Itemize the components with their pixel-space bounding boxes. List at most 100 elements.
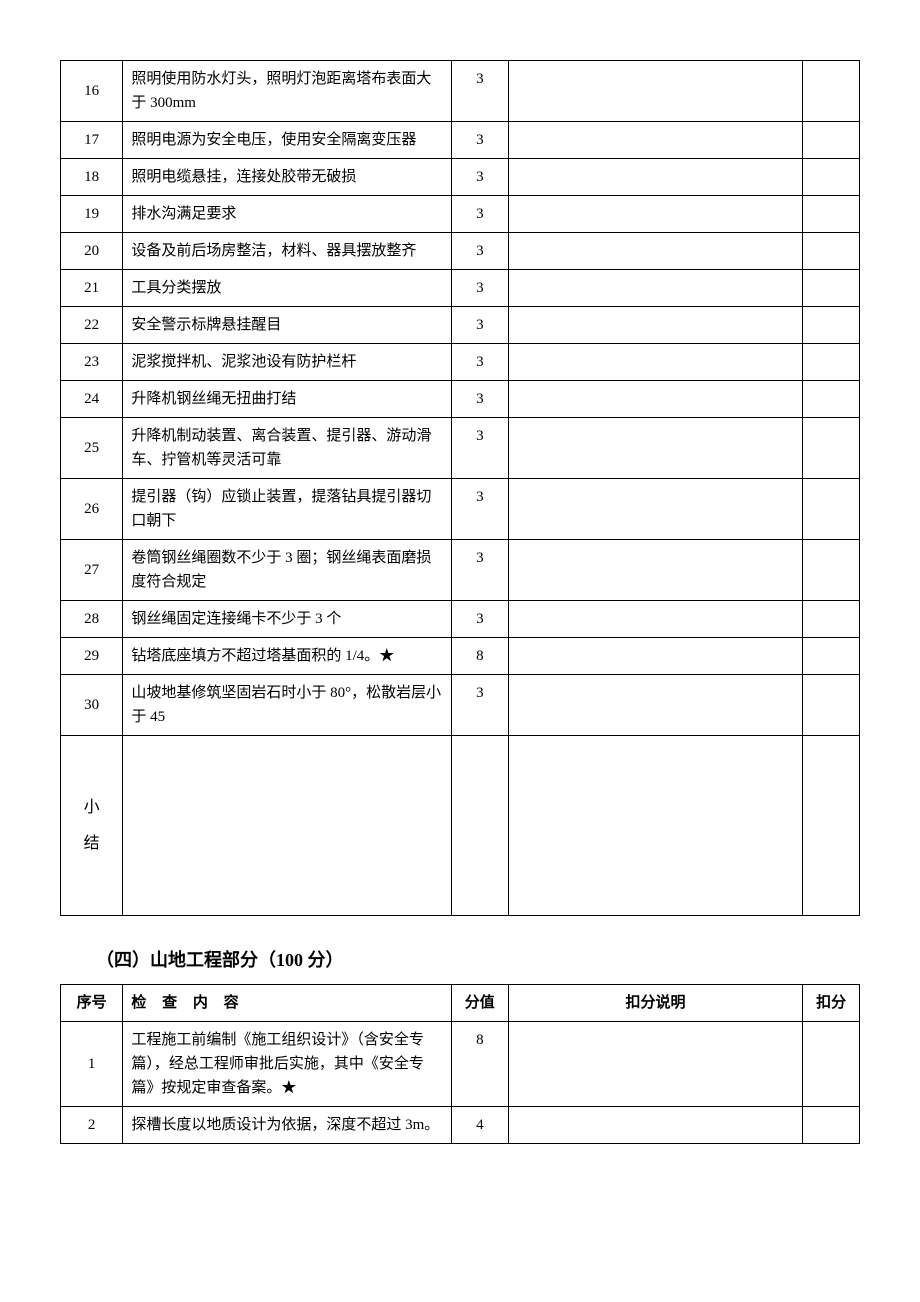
row-content: 钢丝绳固定连接绳卡不少于 3 个 — [123, 601, 452, 638]
row-score: 3 — [451, 540, 508, 601]
row-score: 3 — [451, 675, 508, 736]
row-score: 3 — [451, 233, 508, 270]
row-content: 山坡地基修筑坚固岩石时小于 80°，松散岩层小于 45 — [123, 675, 452, 736]
row-deduct-desc — [508, 381, 803, 418]
checklist-table-2: 序号 检 查 内 容 分值 扣分说明 扣分 1工程施工前编制《施工组织设计》（含… — [60, 984, 860, 1144]
row-num: 2 — [61, 1107, 123, 1144]
row-content: 泥浆搅拌机、泥浆池设有防护栏杆 — [123, 344, 452, 381]
row-content: 安全警示标牌悬挂醒目 — [123, 307, 452, 344]
row-deduct — [803, 1107, 860, 1144]
header-deduct: 扣分 — [803, 985, 860, 1022]
row-deduct — [803, 675, 860, 736]
row-score: 3 — [451, 61, 508, 122]
summary-deduct-desc — [508, 736, 803, 916]
row-num: 30 — [61, 675, 123, 736]
table-row: 17照明电源为安全电压，使用安全隔离变压器3 — [61, 122, 860, 159]
row-num: 1 — [61, 1022, 123, 1107]
row-score: 3 — [451, 307, 508, 344]
row-deduct — [803, 122, 860, 159]
row-deduct — [803, 638, 860, 675]
row-deduct-desc — [508, 1022, 803, 1107]
row-deduct-desc — [508, 418, 803, 479]
row-deduct-desc — [508, 638, 803, 675]
row-content: 工程施工前编制《施工组织设计》（含安全专篇），经总工程师审批后实施，其中《安全专… — [123, 1022, 452, 1107]
row-deduct — [803, 601, 860, 638]
summary-deduct — [803, 736, 860, 916]
table-row: 22安全警示标牌悬挂醒目3 — [61, 307, 860, 344]
row-deduct-desc — [508, 159, 803, 196]
row-score: 3 — [451, 381, 508, 418]
table-row: 1工程施工前编制《施工组织设计》（含安全专篇），经总工程师审批后实施，其中《安全… — [61, 1022, 860, 1107]
row-num: 26 — [61, 479, 123, 540]
row-num: 21 — [61, 270, 123, 307]
row-num: 25 — [61, 418, 123, 479]
table-row: 29钻塔底座填方不超过塔基面积的 1/4。★8 — [61, 638, 860, 675]
row-score: 3 — [451, 159, 508, 196]
table-row: 20设备及前后场房整洁，材料、器具摆放整齐3 — [61, 233, 860, 270]
row-score: 3 — [451, 418, 508, 479]
row-content: 提引器（钩）应锁止装置，提落钻具提引器切口朝下 — [123, 479, 452, 540]
row-num: 17 — [61, 122, 123, 159]
row-score: 8 — [451, 1022, 508, 1107]
row-score: 3 — [451, 122, 508, 159]
row-score: 3 — [451, 270, 508, 307]
row-content: 排水沟满足要求 — [123, 196, 452, 233]
row-score: 3 — [451, 479, 508, 540]
table-row: 23泥浆搅拌机、泥浆池设有防护栏杆3 — [61, 344, 860, 381]
table-row: 2探槽长度以地质设计为依据，深度不超过 3m。4 — [61, 1107, 860, 1144]
row-num: 29 — [61, 638, 123, 675]
row-content: 卷筒钢丝绳圈数不少于 3 圈；钢丝绳表面磨损度符合规定 — [123, 540, 452, 601]
row-deduct — [803, 479, 860, 540]
row-deduct — [803, 159, 860, 196]
row-num: 27 — [61, 540, 123, 601]
row-num: 24 — [61, 381, 123, 418]
row-content: 照明电缆悬挂，连接处胶带无破损 — [123, 159, 452, 196]
summary-content — [123, 736, 452, 916]
row-content: 升降机制动装置、离合装置、提引器、游动滑车、拧管机等灵活可靠 — [123, 418, 452, 479]
row-deduct-desc — [508, 270, 803, 307]
row-num: 16 — [61, 61, 123, 122]
row-num: 18 — [61, 159, 123, 196]
row-deduct-desc — [508, 196, 803, 233]
row-deduct — [803, 270, 860, 307]
row-num: 22 — [61, 307, 123, 344]
row-deduct-desc — [508, 233, 803, 270]
row-deduct-desc — [508, 1107, 803, 1144]
table-row: 24升降机钢丝绳无扭曲打结3 — [61, 381, 860, 418]
table-row: 21工具分类摆放3 — [61, 270, 860, 307]
row-content: 照明使用防水灯头，照明灯泡距离塔布表面大于 300mm — [123, 61, 452, 122]
row-deduct — [803, 196, 860, 233]
row-deduct — [803, 307, 860, 344]
table-row: 30山坡地基修筑坚固岩石时小于 80°，松散岩层小于 453 — [61, 675, 860, 736]
summary-row: 小结 — [61, 736, 860, 916]
row-deduct-desc — [508, 61, 803, 122]
row-deduct — [803, 540, 860, 601]
row-content: 升降机钢丝绳无扭曲打结 — [123, 381, 452, 418]
row-deduct — [803, 418, 860, 479]
row-deduct-desc — [508, 307, 803, 344]
row-deduct — [803, 344, 860, 381]
summary-score — [451, 736, 508, 916]
row-content: 照明电源为安全电压，使用安全隔离变压器 — [123, 122, 452, 159]
table-row: 26提引器（钩）应锁止装置，提落钻具提引器切口朝下3 — [61, 479, 860, 540]
row-deduct — [803, 1022, 860, 1107]
checklist-table-1: 16照明使用防水灯头，照明灯泡距离塔布表面大于 300mm317照明电源为安全电… — [60, 60, 860, 916]
row-num: 20 — [61, 233, 123, 270]
row-deduct — [803, 233, 860, 270]
row-content: 工具分类摆放 — [123, 270, 452, 307]
summary-label: 小结 — [61, 736, 123, 916]
table-row: 19排水沟满足要求3 — [61, 196, 860, 233]
row-content: 探槽长度以地质设计为依据，深度不超过 3m。 — [123, 1107, 452, 1144]
row-deduct-desc — [508, 675, 803, 736]
table-row: 25升降机制动装置、离合装置、提引器、游动滑车、拧管机等灵活可靠3 — [61, 418, 860, 479]
row-score: 3 — [451, 344, 508, 381]
row-num: 23 — [61, 344, 123, 381]
table-row: 27卷筒钢丝绳圈数不少于 3 圈；钢丝绳表面磨损度符合规定3 — [61, 540, 860, 601]
row-score: 8 — [451, 638, 508, 675]
header-score: 分值 — [451, 985, 508, 1022]
header-content: 检 查 内 容 — [123, 985, 452, 1022]
table-row: 18照明电缆悬挂，连接处胶带无破损3 — [61, 159, 860, 196]
table-row: 16照明使用防水灯头，照明灯泡距离塔布表面大于 300mm3 — [61, 61, 860, 122]
row-num: 19 — [61, 196, 123, 233]
row-content: 钻塔底座填方不超过塔基面积的 1/4。★ — [123, 638, 452, 675]
